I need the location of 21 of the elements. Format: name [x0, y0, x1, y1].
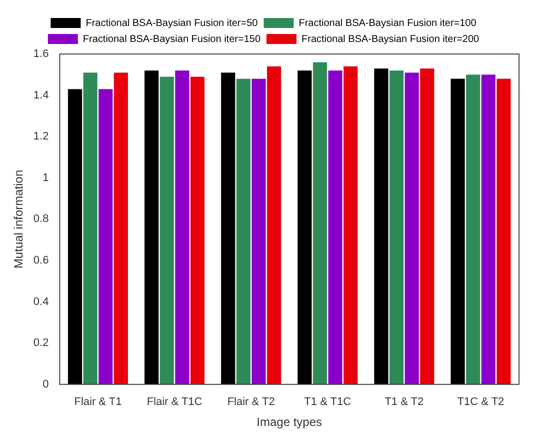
- legend-label: Fractional BSA-Baysian Fusion iter=100: [298, 18, 477, 29]
- y-tick-label: 0.8: [33, 213, 49, 226]
- y-tick-label: 0.6: [33, 254, 49, 267]
- x-tick-label: Flair & T1: [74, 396, 122, 408]
- y-tick-label: 1: [42, 172, 49, 184]
- x-axis-title: Image types: [256, 415, 322, 430]
- y-axis-title: Mutual information: [12, 170, 26, 269]
- x-tick-label: T1 & T1C: [304, 396, 352, 408]
- y-tick-label: 0: [42, 378, 49, 390]
- x-tick-label: Flair & T2: [227, 396, 275, 408]
- y-tick-label: 0.4: [33, 296, 49, 308]
- legend-label: Fractional BSA-Baysian Fusion iter=200: [302, 34, 480, 45]
- y-tick-label: 0.2: [33, 337, 49, 350]
- legend-label: Fractional BSA-Baysian Fusion iter=150: [82, 34, 261, 45]
- y-tick-label: 1.6: [33, 48, 49, 60]
- y-tick-label: 1.4: [33, 89, 49, 102]
- legend-label: Fractional BSA-Baysian Fusion iter=50: [86, 18, 258, 29]
- y-tick-label: 1.2: [33, 130, 49, 143]
- x-tick-label: Flair & T1C: [146, 396, 202, 408]
- x-tick-label: T1C & T2: [457, 396, 504, 408]
- x-tick-label: T1 & T2: [384, 396, 424, 408]
